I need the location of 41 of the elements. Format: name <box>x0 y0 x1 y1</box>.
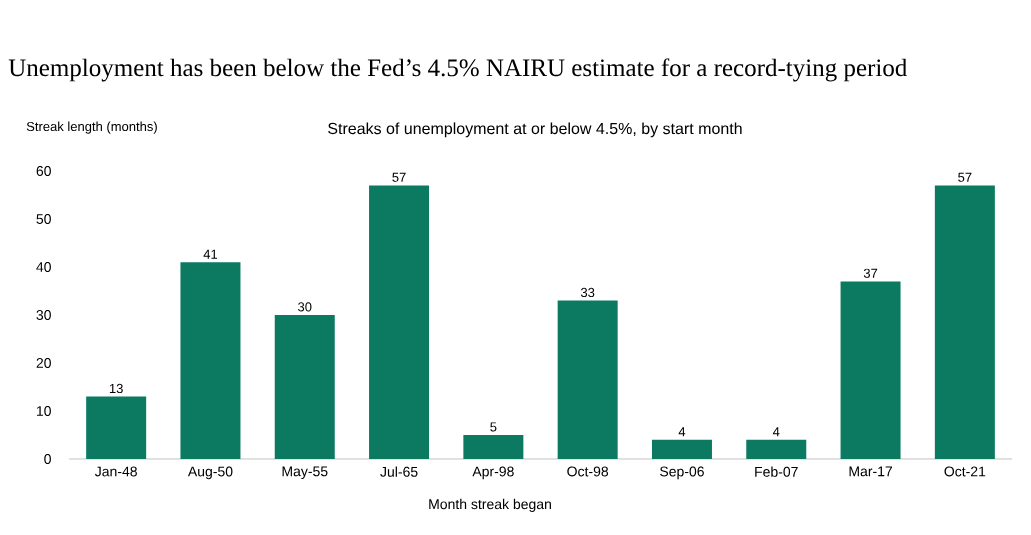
data-label: 41 <box>203 249 218 259</box>
y-tick-label: 10 <box>36 406 51 416</box>
x-tick-label: Apr-98 <box>472 466 514 480</box>
x-tick-label: Jan-48 <box>94 466 137 477</box>
bar <box>463 434 524 459</box>
x-axis-title: Month streak began <box>429 498 551 512</box>
y-tick-label: 20 <box>36 358 51 368</box>
y-tick-label: 60 <box>36 166 51 176</box>
data-label: 57 <box>392 172 406 182</box>
bar <box>86 396 147 459</box>
x-tick-label: Mar-17 <box>849 466 893 477</box>
data-label: 4 <box>678 427 686 437</box>
data-label: 13 <box>109 383 123 394</box>
bar <box>934 185 995 459</box>
x-tick-label: Oct-21 <box>944 466 986 477</box>
x-tick-label: Oct-98 <box>567 466 609 477</box>
bar <box>369 185 430 459</box>
x-tick-label: Jul-65 <box>380 466 418 477</box>
data-label: 30 <box>298 302 312 312</box>
y-axis-title: Streak length (months) <box>26 121 157 134</box>
bar <box>274 314 335 459</box>
data-label: 33 <box>580 287 595 298</box>
bar <box>557 300 618 459</box>
x-tick-label: Sep-06 <box>660 466 704 480</box>
y-tick-label: 50 <box>36 214 51 224</box>
data-label: 37 <box>863 268 878 278</box>
x-tick-label: Aug-50 <box>187 466 233 480</box>
bar <box>180 262 241 459</box>
bar <box>746 439 807 459</box>
y-tick-label: 30 <box>36 310 51 320</box>
y-tick-label: 0 <box>44 454 51 464</box>
bar <box>651 439 712 459</box>
y-tick-label: 40 <box>36 262 51 272</box>
chart-subtitle: Streaks of unemployment at or below 4.5%, by start month <box>328 122 742 138</box>
x-tick-label: May-55 <box>282 466 328 480</box>
data-label: 4 <box>772 427 780 437</box>
chart-title: Unemployment has been below the Fed’s 4.5% NAIRU estimate for a record-tying period <box>8 58 908 82</box>
data-label: 5 <box>490 422 497 432</box>
bar <box>840 281 901 459</box>
data-label: 57 <box>958 172 972 182</box>
x-tick-label: Feb-07 <box>755 466 798 477</box>
